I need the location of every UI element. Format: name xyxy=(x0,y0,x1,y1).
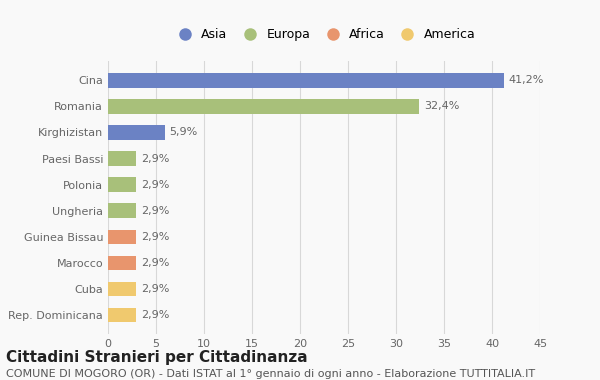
Text: 41,2%: 41,2% xyxy=(508,75,544,86)
Bar xyxy=(108,99,419,114)
Text: 5,9%: 5,9% xyxy=(169,127,197,138)
Text: Cittadini Stranieri per Cittadinanza: Cittadini Stranieri per Cittadinanza xyxy=(6,350,308,364)
Text: 2,9%: 2,9% xyxy=(140,180,169,190)
Text: 2,9%: 2,9% xyxy=(140,154,169,163)
Bar xyxy=(108,203,136,218)
Text: 2,9%: 2,9% xyxy=(140,206,169,215)
Bar xyxy=(108,151,136,166)
Text: 2,9%: 2,9% xyxy=(140,310,169,320)
Text: COMUNE DI MOGORO (OR) - Dati ISTAT al 1° gennaio di ogni anno - Elaborazione TUT: COMUNE DI MOGORO (OR) - Dati ISTAT al 1°… xyxy=(6,369,535,378)
Legend: Asia, Europa, Africa, America: Asia, Europa, Africa, America xyxy=(170,25,478,44)
Bar xyxy=(108,73,503,87)
Text: 2,9%: 2,9% xyxy=(140,232,169,242)
Bar xyxy=(108,255,136,270)
Bar xyxy=(108,125,164,140)
Bar xyxy=(108,308,136,322)
Bar xyxy=(108,230,136,244)
Text: 2,9%: 2,9% xyxy=(140,258,169,268)
Text: 32,4%: 32,4% xyxy=(424,101,459,111)
Bar xyxy=(108,177,136,192)
Text: 2,9%: 2,9% xyxy=(140,284,169,294)
Bar xyxy=(108,282,136,296)
